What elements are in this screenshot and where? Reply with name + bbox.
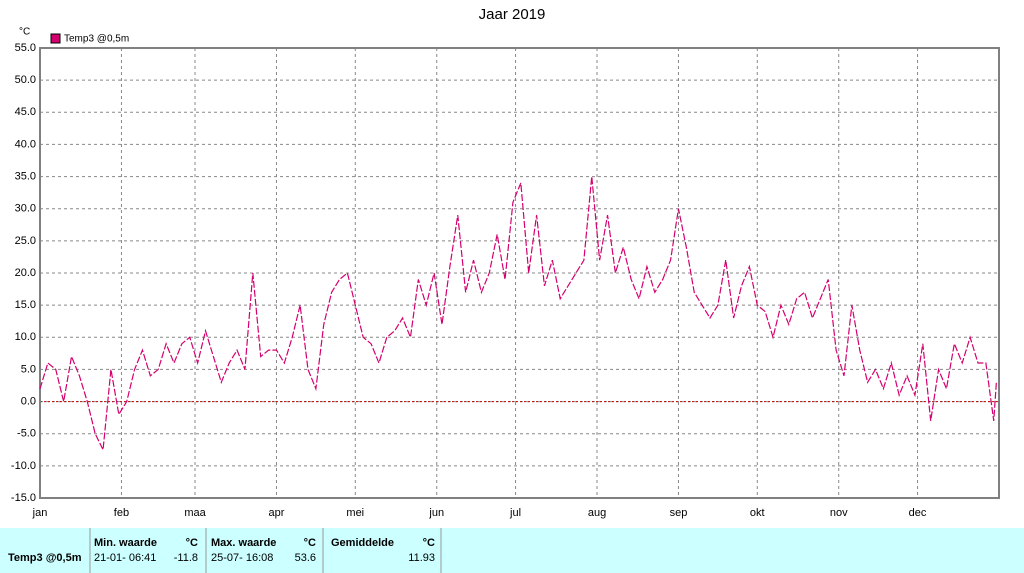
x-tick-label: nov xyxy=(830,507,848,519)
table-header: Max. waarde xyxy=(211,537,276,549)
x-tick-label: jan xyxy=(32,507,48,519)
table-cell: 11.93 xyxy=(408,552,435,564)
table-header: °C xyxy=(304,537,316,549)
y-tick-label: 5.0 xyxy=(21,363,36,375)
table-cell: 53.6 xyxy=(295,552,316,564)
plot-frame xyxy=(39,47,1000,499)
y-tick-label: 40.0 xyxy=(15,138,36,150)
legend-label: Temp3 @0,5m xyxy=(64,34,129,45)
row-label: Temp3 @0,5m xyxy=(8,552,82,564)
y-tick-label: 0.0 xyxy=(21,395,36,407)
table-cell: -11.8 xyxy=(174,552,198,564)
x-tick-label: jun xyxy=(428,507,444,519)
y-tick-label: -15.0 xyxy=(11,492,36,504)
x-tick-label: dec xyxy=(909,507,927,519)
y-tick-label: 55.0 xyxy=(15,42,36,54)
table-cell: 25-07- 16:08 xyxy=(211,552,273,564)
x-tick-label: sep xyxy=(670,507,688,519)
chart-title: Jaar 2019 xyxy=(479,6,546,23)
table-cell: 21-01- 06:41 xyxy=(94,552,156,564)
table-header: Gemiddelde xyxy=(331,537,394,549)
y-tick-label: 10.0 xyxy=(15,331,36,343)
y-axis-unit: °C xyxy=(19,27,30,38)
x-tick-label: apr xyxy=(269,507,285,519)
table-header: °C xyxy=(186,537,198,549)
table-header: °C xyxy=(423,537,435,549)
y-tick-label: 35.0 xyxy=(15,170,36,182)
x-tick-label: mei xyxy=(346,507,364,519)
legend-swatch xyxy=(50,33,61,44)
y-tick-label: 25.0 xyxy=(15,235,36,247)
x-tick-label: jul xyxy=(509,507,521,519)
line-series xyxy=(39,176,997,452)
y-tick-label: 50.0 xyxy=(15,74,36,86)
y-tick-label: -5.0 xyxy=(17,428,36,440)
y-tick-label: 30.0 xyxy=(15,203,36,215)
y-tick-label: 20.0 xyxy=(15,267,36,279)
stats-panel xyxy=(0,528,1024,573)
x-tick-label: okt xyxy=(750,507,765,519)
table-header: Min. waarde xyxy=(94,537,157,549)
x-tick-label: feb xyxy=(114,507,129,519)
x-tick-label: aug xyxy=(588,507,606,519)
y-tick-label: 15.0 xyxy=(15,299,36,311)
x-tick-label: maa xyxy=(184,507,206,519)
y-tick-label: 45.0 xyxy=(15,106,36,118)
y-tick-label: -10.0 xyxy=(11,460,36,472)
